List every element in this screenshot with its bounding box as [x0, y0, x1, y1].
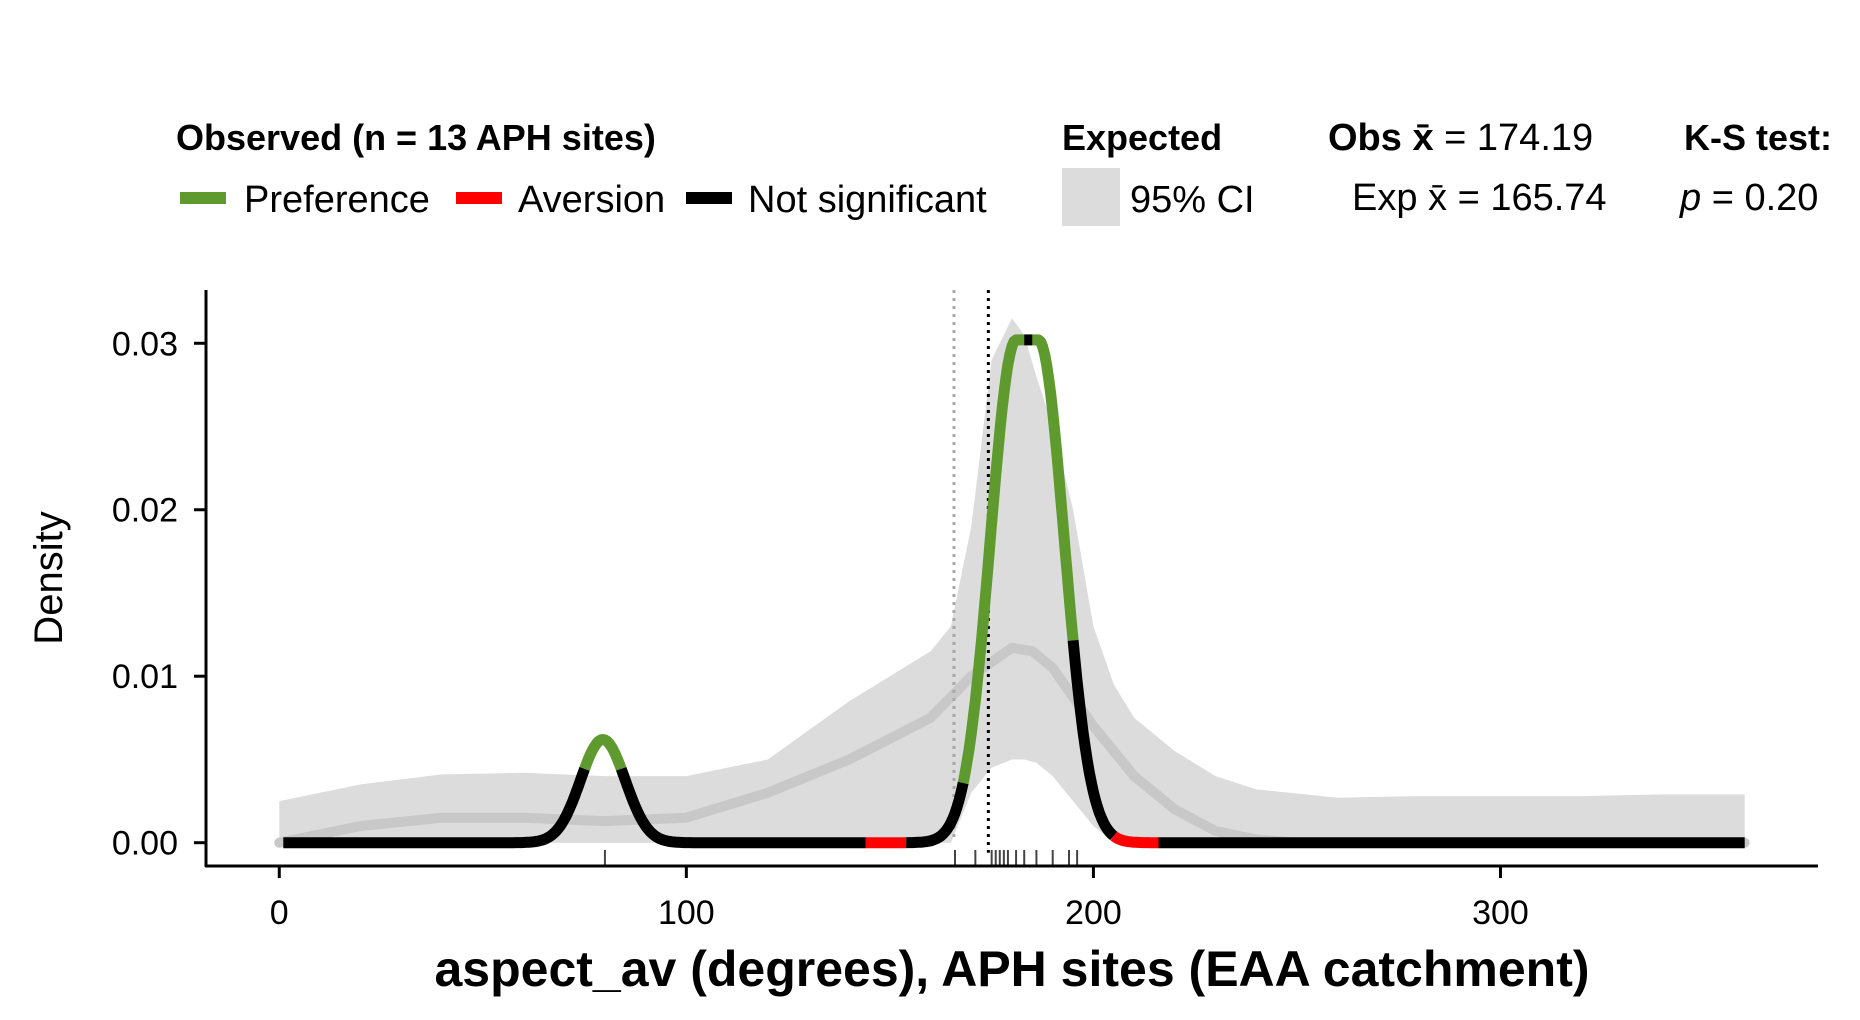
obs-mean-label: Obs x̄ = 174.19 [1328, 117, 1593, 159]
ks-test-p-symbol: p [1679, 177, 1701, 219]
legend-ci-label: 95% CI [1130, 179, 1255, 221]
legend-preference-swatch [180, 192, 226, 204]
legend-ks-test: K-S test: p = 0.20 [1679, 117, 1832, 219]
observed-segment-not-significant [616, 766, 869, 849]
legend-observed-title: Observed (n = 13 APH sites) [176, 117, 656, 158]
ks-test-p: p = 0.20 [1679, 177, 1818, 219]
legend-not-significant-swatch [686, 192, 732, 204]
axes [204, 290, 1818, 868]
y-tick-label: 0.01 [112, 658, 178, 696]
observed-density-layer [279, 334, 1749, 849]
y-ticks: 0.00 0.01 0.02 0.03 [112, 325, 206, 863]
y-axis-title: Density [27, 511, 71, 644]
legend-not-significant-label: Not significant [748, 179, 987, 221]
x-tick-label: 300 [1472, 894, 1529, 932]
x-ticks: 0 100 200 300 [270, 866, 1529, 932]
x-tick-label: 0 [270, 894, 289, 932]
rug-layer [603, 850, 1079, 866]
obs-mean-prefix: Obs x̄ [1328, 117, 1434, 159]
legend-expected: Expected 95% CI [1062, 117, 1255, 226]
legend-aversion-label: Aversion [518, 179, 665, 221]
x-axis-title: aspect_av (degrees), APH sites (EAA catc… [434, 941, 1589, 997]
legend-ci-swatch [1062, 168, 1120, 226]
observed-segment-not-significant [279, 766, 590, 849]
y-tick-label: 0.03 [112, 325, 178, 363]
observed-segment-not-significant [902, 781, 969, 849]
x-tick-label: 100 [658, 894, 715, 932]
legend-means: Obs x̄ = 174.19 Exp x̄ = 165.74 [1328, 117, 1607, 219]
observed-segment-preference [1028, 334, 1079, 641]
ks-test-p-value: = 0.20 [1701, 177, 1818, 219]
legend-aversion-swatch [456, 192, 502, 204]
y-tick-label: 0.00 [112, 825, 178, 863]
observed-segment-not-significant [1067, 639, 1118, 841]
expected-ci-band [279, 318, 1745, 843]
observed-segment-preference [957, 334, 1028, 784]
x-tick-label: 200 [1065, 894, 1122, 932]
legend-observed: Observed (n = 13 APH sites) Preference A… [176, 117, 987, 221]
exp-mean-label: Exp x̄ = 165.74 [1352, 177, 1607, 219]
observed-segment-preference [579, 734, 627, 771]
obs-mean-value: = 174.19 [1434, 117, 1594, 159]
legend-preference-label: Preference [244, 179, 430, 221]
observed-segment-aversion [1110, 831, 1162, 849]
ks-test-title: K-S test: [1684, 117, 1832, 158]
y-tick-label: 0.02 [112, 492, 178, 530]
legend-expected-title: Expected [1062, 117, 1222, 158]
expected-ci-layer [279, 318, 1745, 843]
